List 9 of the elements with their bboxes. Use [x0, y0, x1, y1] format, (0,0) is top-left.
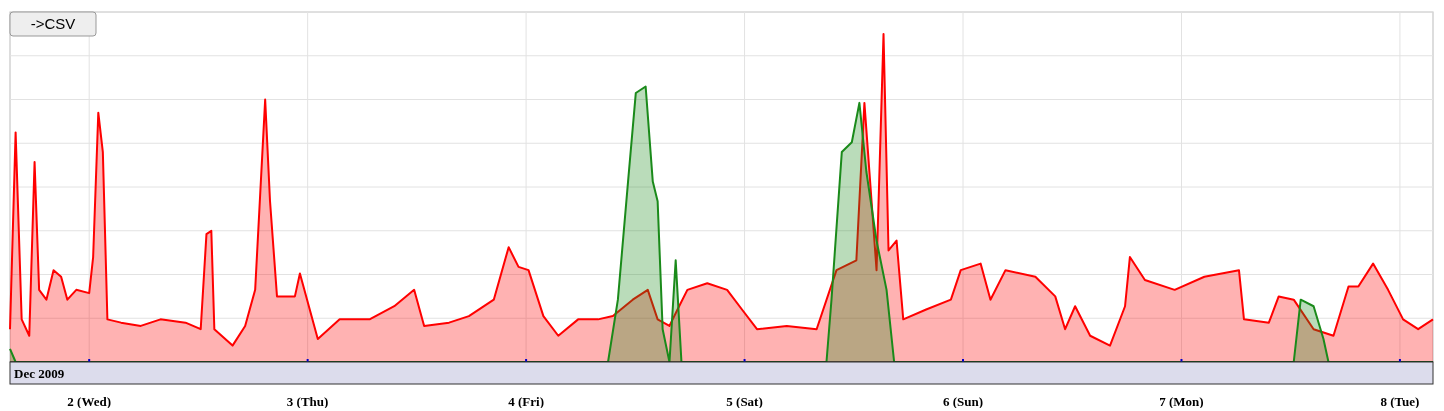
x-tick-label: 4 (Fri) — [508, 394, 544, 409]
x-axis-title: Dec 2009 — [14, 366, 65, 381]
x-tick-label: 5 (Sat) — [726, 394, 763, 409]
x-tick-label: 8 (Tue) — [1380, 394, 1420, 409]
x-tick-label: 3 (Thu) — [286, 394, 329, 409]
x-tick-label: 7 (Mon) — [1159, 394, 1204, 409]
x-tick-label: 6 (Sun) — [942, 394, 984, 409]
x-tick-label: 2 (Wed) — [67, 394, 112, 409]
text: ->CSV — [30, 15, 76, 32]
